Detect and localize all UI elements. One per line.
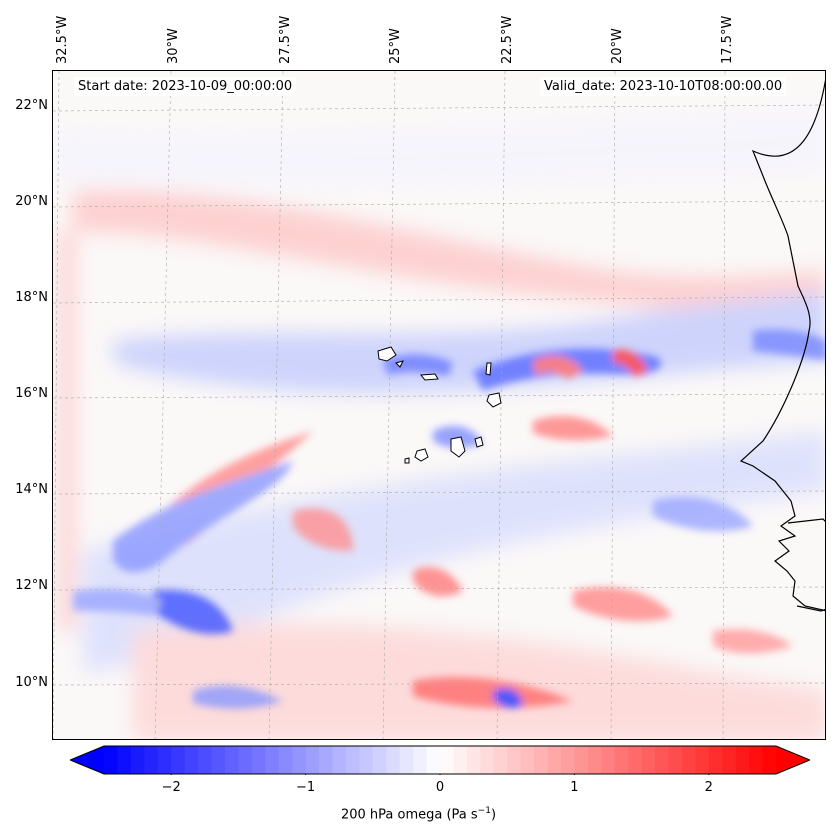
colorbar-segment	[708, 746, 723, 774]
island-sal	[485, 362, 492, 376]
lon-label: 27.5°W	[278, 15, 293, 64]
island-sao-vicente	[395, 360, 404, 368]
lat-label: 16°N	[15, 386, 48, 401]
colorbar-label-main: 200 hPa omega (Pa s	[340, 807, 478, 823]
lat-label: 20°N	[15, 194, 48, 209]
colorbar-segment	[292, 746, 307, 774]
island-fogo	[414, 448, 429, 462]
colorbar-segment	[399, 746, 414, 774]
island-maio	[474, 436, 484, 448]
colorbar-segment	[238, 746, 253, 774]
colorbar-segment	[359, 746, 374, 774]
colorbar-segment	[117, 746, 132, 774]
colorbar-segment	[628, 746, 643, 774]
colorbar-segment	[547, 746, 562, 774]
island-brava	[404, 457, 410, 464]
colorbar-segment	[251, 746, 266, 774]
colorbar-segment	[184, 746, 199, 774]
colorbar-tick: 0	[435, 780, 445, 795]
colorbar-segment	[749, 746, 764, 774]
colorbar-segment	[574, 746, 589, 774]
gridlines	[53, 71, 825, 739]
lat-label: 22°N	[15, 98, 48, 113]
colorbar-segment	[480, 746, 495, 774]
omega-field-map	[53, 71, 825, 739]
colorbar-segment	[319, 746, 333, 774]
colorbar-label-exponent: −1	[477, 806, 491, 816]
island-boa-vista	[486, 392, 502, 408]
island-sao-nicolau	[420, 373, 439, 381]
colorbar-segment	[386, 746, 401, 774]
colorbar-segment	[305, 746, 320, 774]
colorbar-segment	[560, 746, 575, 774]
lat-label: 10°N	[15, 675, 48, 690]
colorbar-segment	[413, 746, 428, 774]
lat-label: 14°N	[15, 482, 48, 497]
lat-label: 18°N	[15, 290, 48, 305]
colorbar-segments	[70, 746, 810, 775]
colorbar-label: 200 hPa omega (Pa s−1)	[0, 806, 837, 822]
map-panel	[52, 70, 826, 740]
colorbar-tick: −1	[296, 780, 316, 795]
field-broad	[53, 111, 825, 739]
colorbar-extend-high	[776, 746, 810, 774]
colorbar-segment	[641, 746, 656, 774]
field-features	[73, 329, 825, 709]
colorbar-outline	[70, 745, 810, 775]
lon-label: 32.5°W	[55, 15, 70, 64]
colorbar-segment	[722, 746, 737, 774]
colorbar-segment	[332, 746, 347, 774]
colorbar-label-end: )	[490, 807, 497, 823]
colorbar-segment	[453, 746, 468, 774]
colorbar-segment	[493, 746, 508, 774]
colorbar-segment	[601, 746, 616, 774]
lon-label: 17.5°W	[720, 15, 735, 64]
colorbar-segment	[144, 746, 159, 774]
colorbar-segment	[534, 746, 549, 774]
start-date-label: Start date: 2023-10-09_00:00:00	[74, 77, 297, 96]
colorbar-segment	[655, 746, 669, 774]
colorbar-extend-low	[70, 746, 104, 774]
cape-verde-islands	[377, 346, 502, 464]
colorbar-segment	[104, 746, 118, 774]
island-santiago	[450, 436, 466, 458]
colorbar-segment	[426, 746, 441, 774]
colorbar-segment	[440, 746, 454, 774]
lon-label: 25°W	[388, 28, 403, 64]
colorbar-segment	[507, 746, 522, 774]
island-santo-antao	[377, 346, 397, 362]
colorbar-segment	[520, 746, 535, 774]
colorbar-segment	[372, 746, 387, 774]
colorbar-segment	[278, 746, 293, 774]
lat-label: 12°N	[15, 578, 48, 593]
colorbar-segment	[157, 746, 172, 774]
colorbar-segment	[224, 746, 239, 774]
colorbar-segment	[587, 746, 602, 774]
colorbar	[70, 745, 810, 775]
colorbar-segment	[466, 746, 481, 774]
colorbar-segment	[681, 746, 696, 774]
colorbar-segment	[345, 746, 360, 774]
colorbar-tick: 1	[570, 780, 579, 795]
colorbar-tick: 2	[704, 780, 713, 795]
valid-date-label: Valid_date: 2023-10-10T08:00:00.00	[540, 77, 787, 96]
lon-label: 22.5°W	[500, 15, 515, 64]
coastline	[739, 79, 825, 612]
colorbar-tick: −2	[161, 780, 181, 795]
colorbar-segment	[130, 746, 145, 774]
lon-label: 30°W	[166, 28, 181, 64]
lon-label: 20°W	[610, 28, 625, 64]
colorbar-segment	[265, 746, 280, 774]
colorbar-segment	[735, 746, 750, 774]
colorbar-segment	[668, 746, 683, 774]
colorbar-segment	[695, 746, 710, 774]
colorbar-segment	[614, 746, 629, 774]
colorbar-segment	[171, 746, 186, 774]
colorbar-segment	[211, 746, 226, 774]
colorbar-segment	[762, 746, 777, 774]
colorbar-segment	[198, 746, 213, 774]
